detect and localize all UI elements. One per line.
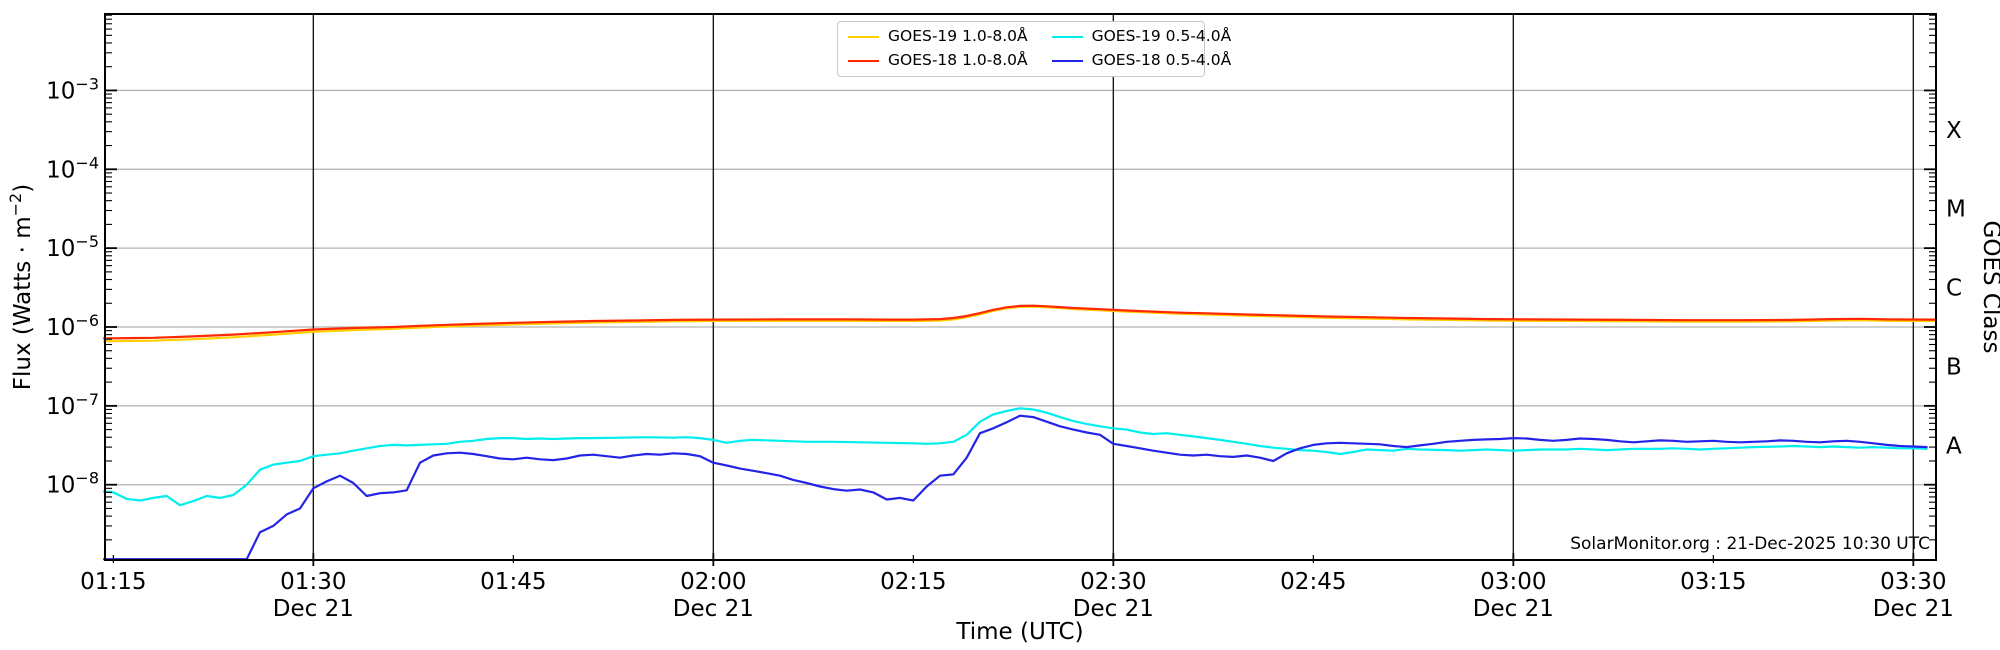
goes-class-label-m: M <box>1946 197 1966 223</box>
legend-item-goes-18-0-5-4-0-: GOES-18 0.5-4.0Å <box>1051 51 1232 70</box>
x-axis-title: Time (UTC) <box>955 619 1083 645</box>
x-date-label: Dec 21 <box>1873 596 1954 622</box>
legend-item-goes-19-1-0-8-0-: GOES-19 1.0-8.0Å <box>848 29 1028 45</box>
y-axis-title-right: GOES Class <box>1978 221 2000 354</box>
x-ticks <box>112 553 1915 566</box>
goes-class-label-x: X <box>1946 118 1962 144</box>
series-goes-19-0-5-4-0- <box>102 407 1928 507</box>
x-tick-label: 01:15 <box>80 569 146 595</box>
chart-plot-area: 10−310−410−510−610−710−801:15 01:30 01:45 0… <box>46 13 1966 622</box>
legend-line-swatch <box>1051 59 1083 63</box>
legend-item-goes-19-0-5-4-0-: GOES-19 0.5-4.0Å <box>1051 27 1232 46</box>
y-tick-label: 10−4 <box>46 153 99 183</box>
series-goes-18-0-5-4-0- <box>102 414 1928 561</box>
goes-class-label-b: B <box>1946 354 1962 380</box>
x-tick-label: 02:30 <box>1080 569 1146 595</box>
goes-class-label-c: C <box>1946 276 1962 302</box>
x-date-label: Dec 21 <box>273 596 354 622</box>
legend-label: GOES-19 1.0-8.0Å <box>888 27 1028 46</box>
y-tick-label: 10−6 <box>46 311 99 341</box>
legend-item-goes-18-1-0-8-0-: GOES-18 1.0-8.0Å <box>848 53 1028 69</box>
goes-class-label-a: A <box>1946 433 1962 459</box>
date-labels: Dec 21 Dec 21 Dec 21 Dec 21 Dec 21 <box>273 596 1954 622</box>
spines <box>104 13 1937 561</box>
legend-line-swatch <box>848 35 879 39</box>
x-tick-label: 02:00 <box>680 569 746 595</box>
x-tick-label: 03:15 <box>1680 569 1746 595</box>
series <box>102 304 1938 561</box>
y-tick-labels: 10−3 10−4 10−5 10−6 10−7 10−8 <box>46 74 99 498</box>
x-date-label: Dec 21 <box>1473 596 1554 622</box>
legend: GOES-19 1.0-8.0Å GOES-18 1.0-8.0Å GOES-19 … <box>837 21 1231 77</box>
y-tick-label: 10−5 <box>46 232 99 262</box>
legend-label: GOES-18 1.0-8.0Å <box>888 51 1028 70</box>
legend-line-swatch <box>848 59 879 63</box>
series-goes-19-1-0-8-0- <box>102 305 1938 343</box>
y-tick-label: 10−3 <box>46 74 99 104</box>
watermark-text: SolarMonitor.org : 21-Dec-2025 10:30 UTC <box>1570 534 1930 554</box>
y-axis-title-left-main: Flux (Watts · m <box>10 216 36 390</box>
axes-frame <box>104 13 1937 561</box>
series-goes-18-1-0-8-0- <box>102 304 1938 340</box>
y-axis-title-left-close: ) <box>10 184 36 193</box>
x-date-label: Dec 21 <box>1073 596 1154 622</box>
legend-line-swatch <box>1051 35 1083 39</box>
x-tick-label: 03:30 <box>1880 569 1946 595</box>
y-tick-label: 10−8 <box>46 469 99 499</box>
x-gridlines <box>312 14 1915 560</box>
x-tick-label: 02:15 <box>880 569 946 595</box>
x-tick-label: 03:00 <box>1480 569 1546 595</box>
y-gridlines <box>105 89 1936 486</box>
y-tick-label: 10−7 <box>46 390 99 420</box>
x-date-label: Dec 21 <box>673 596 754 622</box>
y-axis-title-left-sup: −2 <box>6 193 25 217</box>
x-tick-label: 01:30 <box>280 569 346 595</box>
legend-label: GOES-19 0.5-4.0Å <box>1091 27 1232 46</box>
x-tick-label: 01:45 <box>480 569 546 595</box>
x-tick-label: 02:45 <box>1280 569 1346 595</box>
x-tick-labels: 01:15 01:30 01:45 02:00 02:15 02:30 02:45 03:00… <box>80 569 1946 595</box>
y-ticks <box>105 14 1936 541</box>
legend-label: GOES-18 0.5-4.0Å <box>1091 51 1232 70</box>
y-axis-title-left: Flux (Watts · m−2) <box>6 184 36 390</box>
goes-class-labels: X M C B A <box>1946 118 1966 459</box>
